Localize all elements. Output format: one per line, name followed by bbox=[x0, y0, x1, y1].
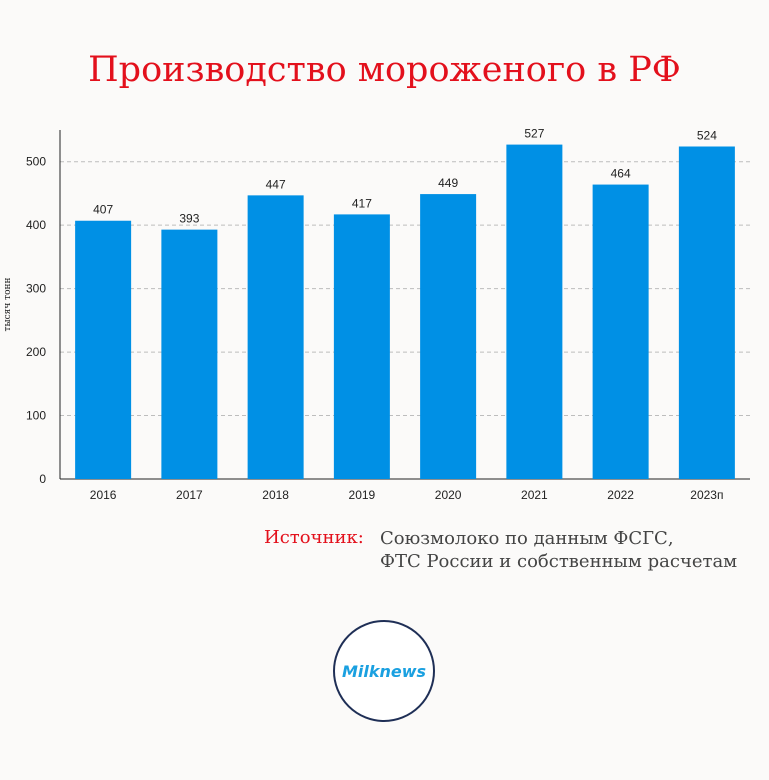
bar bbox=[161, 229, 218, 479]
bar bbox=[247, 195, 304, 479]
y-tick-label: 500 bbox=[26, 155, 46, 169]
source-line-2: ФТС России и собственным расчетам bbox=[380, 551, 738, 572]
y-axis-label: тысяч тонн bbox=[3, 277, 13, 331]
y-tick-label: 0 bbox=[39, 472, 46, 486]
y-tick-label: 300 bbox=[26, 282, 46, 296]
bar bbox=[333, 214, 390, 480]
y-tick-label: 200 bbox=[26, 345, 46, 359]
bar bbox=[75, 220, 132, 480]
data-label: 464 bbox=[611, 167, 631, 181]
bar bbox=[592, 184, 649, 479]
y-tick-label: 100 bbox=[26, 409, 46, 423]
data-label: 524 bbox=[697, 128, 717, 142]
x-tick-label: 2020 bbox=[435, 488, 462, 502]
x-tick-label: 2019 bbox=[349, 488, 376, 502]
bar bbox=[678, 146, 735, 480]
data-label: 417 bbox=[352, 196, 372, 210]
x-tick-label: 2017 bbox=[176, 488, 203, 502]
x-tick-label: 2016 bbox=[90, 488, 117, 502]
x-tick-label: 2023п bbox=[690, 488, 723, 502]
data-label: 527 bbox=[524, 127, 544, 141]
bar-chart: 0 100 200 300 400 500 тысяч тонн 407 2016 393 2017… bbox=[3, 127, 750, 502]
data-label: 447 bbox=[266, 177, 286, 191]
bar bbox=[420, 194, 477, 479]
y-tick-label: 400 bbox=[26, 218, 46, 232]
chart-title: Производство мороженого в РФ bbox=[88, 50, 681, 90]
milknews-logo: Milknews bbox=[333, 620, 435, 722]
data-label: 449 bbox=[438, 176, 458, 190]
data-label: 393 bbox=[179, 212, 199, 226]
bar bbox=[506, 144, 563, 479]
source-line-1: Союзмолоко по данным ФСГС, bbox=[380, 528, 674, 549]
data-label: 407 bbox=[93, 203, 113, 217]
x-tick-label: 2021 bbox=[521, 488, 548, 502]
source-label: Источник: bbox=[264, 527, 364, 548]
x-tick-label: 2018 bbox=[262, 488, 289, 502]
logo-text: Milknews bbox=[341, 661, 427, 681]
x-tick-label: 2022 bbox=[607, 488, 634, 502]
source-text: Союзмолоко по данным ФСГС, ФТС России и … bbox=[380, 527, 765, 573]
